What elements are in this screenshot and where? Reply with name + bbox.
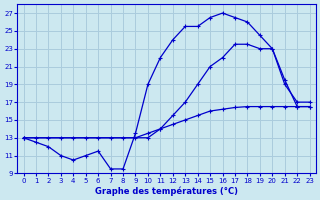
X-axis label: Graphe des températures (°C): Graphe des températures (°C) <box>95 186 238 196</box>
